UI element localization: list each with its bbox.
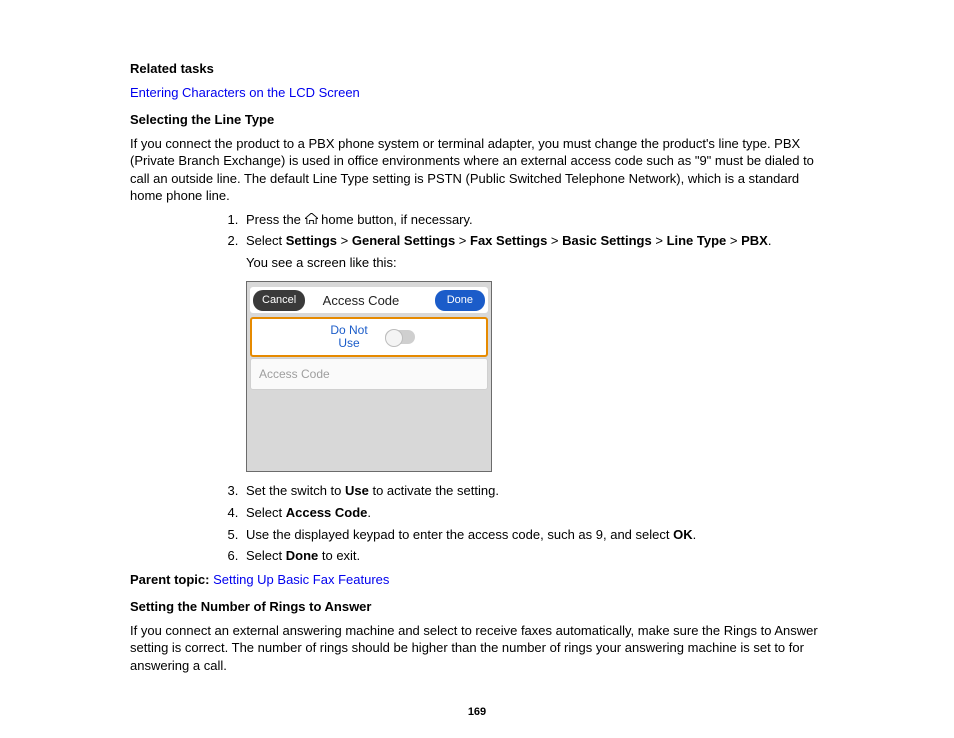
- step2-gt2: >: [455, 233, 470, 248]
- step2-b1: Settings: [286, 233, 337, 248]
- step3-b: Use: [345, 483, 369, 498]
- section2-heading: Setting the Number of Rings to Answer: [130, 598, 830, 616]
- step4-post: .: [367, 505, 371, 520]
- step2-b3: Fax Settings: [470, 233, 547, 248]
- parent-topic-line: Parent topic: Setting Up Basic Fax Featu…: [130, 571, 830, 589]
- step6-b: Done: [286, 548, 319, 563]
- step2-gt3: >: [547, 233, 562, 248]
- step2-gt1: >: [337, 233, 352, 248]
- page-container: Related tasks Entering Characters on the…: [0, 0, 954, 738]
- step-4: Select Access Code.: [242, 504, 830, 522]
- parent-topic-label: Parent topic:: [130, 572, 213, 587]
- lcd-done-button[interactable]: Done: [435, 290, 485, 311]
- step2-end: .: [768, 233, 772, 248]
- step2-b5: Line Type: [667, 233, 727, 248]
- content-area: Related tasks Entering Characters on the…: [130, 56, 830, 680]
- related-tasks-link[interactable]: Entering Characters on the LCD Screen: [130, 85, 360, 100]
- lcd-row2-label: Access Code: [259, 366, 330, 382]
- step2-gt4: >: [652, 233, 667, 248]
- lcd-title: Access Code: [287, 292, 434, 310]
- step2-pre: Select: [246, 233, 286, 248]
- step2-b2: General Settings: [352, 233, 455, 248]
- steps-list: Press the home button, if necessary. Sel…: [218, 211, 830, 565]
- home-icon: [305, 213, 318, 225]
- step2-b4: Basic Settings: [562, 233, 652, 248]
- section2-paragraph: If you connect an external answering mac…: [130, 622, 830, 675]
- step3-post: to activate the setting.: [369, 483, 499, 498]
- step3-pre: Set the switch to: [246, 483, 345, 498]
- lcd-toggle[interactable]: [385, 330, 415, 344]
- step1-pre: Press the: [246, 212, 305, 227]
- step-1: Press the home button, if necessary.: [242, 211, 830, 229]
- step6-pre: Select: [246, 548, 286, 563]
- step5-post: .: [693, 527, 697, 542]
- step-2: Select Settings > General Settings > Fax…: [242, 232, 830, 472]
- step6-post: to exit.: [318, 548, 360, 563]
- step-5: Use the displayed keypad to enter the ac…: [242, 526, 830, 544]
- section1-paragraph: If you connect the product to a PBX phon…: [130, 135, 830, 205]
- lcd-topbar: Cancel Access Code Done: [250, 287, 488, 313]
- step-3: Set the switch to Use to activate the se…: [242, 482, 830, 500]
- related-tasks-heading: Related tasks: [130, 60, 830, 78]
- step4-b: Access Code: [286, 505, 368, 520]
- step-6: Select Done to exit.: [242, 547, 830, 565]
- step2-b6: PBX: [741, 233, 768, 248]
- lcd-screenshot: Cancel Access Code Done Do Not Use Acces…: [246, 281, 492, 472]
- lcd-row1-label: Do Not Use: [323, 324, 375, 350]
- step5-pre: Use the displayed keypad to enter the ac…: [246, 527, 673, 542]
- lcd-row-access-code[interactable]: Access Code: [250, 358, 488, 390]
- step2-sub: You see a screen like this:: [246, 254, 830, 272]
- section1-heading: Selecting the Line Type: [130, 111, 830, 129]
- step5-b: OK: [673, 527, 693, 542]
- step1-post: home button, if necessary.: [318, 212, 473, 227]
- parent-topic-link[interactable]: Setting Up Basic Fax Features: [213, 572, 389, 587]
- page-number: 169: [0, 705, 954, 720]
- lcd-row-do-not-use[interactable]: Do Not Use: [250, 317, 488, 357]
- step4-pre: Select: [246, 505, 286, 520]
- step2-gt5: >: [726, 233, 741, 248]
